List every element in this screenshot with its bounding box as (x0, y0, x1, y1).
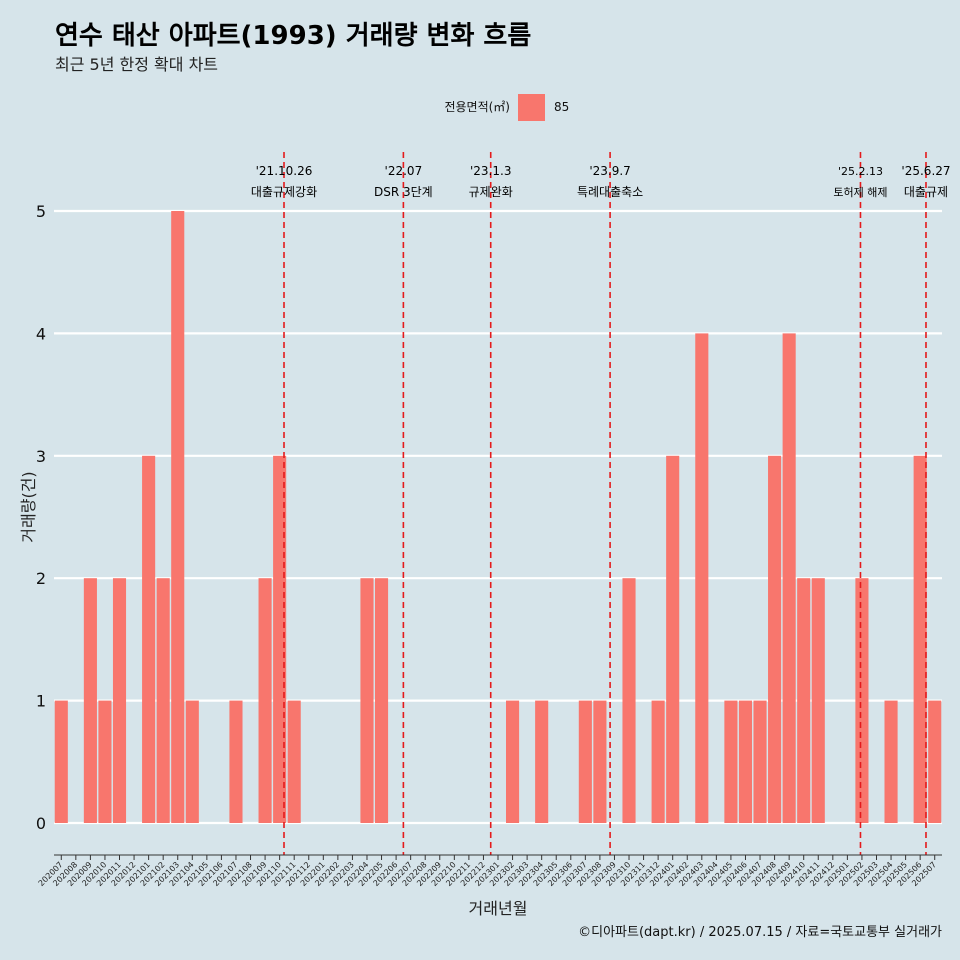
bar-202403 (695, 333, 709, 823)
y-tick-label-5: 5 (36, 202, 46, 221)
bar-202504 (884, 700, 898, 823)
event-label-2: DSR 3단계 (374, 185, 433, 199)
legend-label: 85 (554, 100, 569, 114)
event-label-4: 특례대출축소 (577, 185, 643, 199)
bar-layer (54, 211, 942, 823)
bar-202502 (855, 578, 869, 823)
bar-202406 (738, 700, 753, 823)
bar-202409 (782, 333, 796, 823)
event-date-5: '25.2.13 (838, 165, 883, 178)
bar-202104 (185, 700, 199, 823)
bar-202312 (651, 700, 665, 823)
bar-202101 (142, 455, 156, 823)
event-date-1: '21.10.26 (256, 164, 313, 178)
bar-202405 (724, 700, 738, 823)
bar-202007 (54, 700, 68, 823)
event-date-2: '22.07 (385, 164, 423, 178)
caption: ©디아파트(dapt.kr) / 2025.07.15 / 자료=국토교통부 실… (578, 925, 942, 940)
event-label-1: 대출규제강화 (251, 185, 317, 199)
chart-subtitle: 최근 5년 한정 확대 차트 (55, 55, 218, 74)
event-label-3: 규제완화 (469, 185, 513, 199)
bar-202411 (811, 578, 825, 823)
event-date-3: '23.1.3 (470, 164, 511, 178)
bar-202302 (506, 700, 520, 823)
legend-swatch (518, 94, 545, 121)
bar-202506 (913, 455, 927, 823)
bar-202410 (797, 578, 811, 823)
y-tick-label-4: 4 (36, 324, 46, 343)
bar-202308 (593, 700, 607, 823)
event-label-6: 대출규제 (904, 185, 948, 199)
y-tick-label-3: 3 (36, 447, 46, 466)
x-axis-title: 거래년월 (469, 899, 528, 918)
bar-202407 (753, 700, 767, 823)
bar-202010 (98, 700, 112, 823)
bar-202009 (83, 578, 97, 823)
bar-202401 (666, 455, 680, 823)
event-date-6: '25.6.27 (901, 164, 950, 178)
bar-202110 (273, 455, 287, 823)
event-layer: '21.10.26 대출규제강화 '22.07 DSR 3단계 '23.1.3 규제완화 '… (251, 152, 951, 855)
bar-202103 (171, 211, 185, 823)
bar-202102 (156, 578, 170, 823)
bar-202507 (928, 700, 942, 823)
bar-202304 (535, 700, 549, 823)
bar-202109 (258, 578, 272, 823)
y-tick-label-2: 2 (36, 569, 46, 588)
legend-title: 전용면적(㎡) (444, 100, 510, 114)
bar-202310 (622, 578, 636, 823)
chart-title: 연수 태산 아파트(1993) 거래량 변화 흐름 (55, 21, 531, 51)
y-tick-label-0: 0 (36, 814, 46, 833)
bar-202204 (360, 578, 374, 823)
y-tick-label-1: 1 (36, 692, 46, 711)
bar-202111 (287, 700, 301, 823)
bar-202307 (578, 700, 592, 823)
event-date-4: '23.9.7 (589, 164, 630, 178)
bar-202408 (768, 455, 782, 823)
bar-202011 (112, 578, 127, 823)
event-label-5: 토허제 해제 (833, 185, 887, 199)
y-axis-title: 거래량(건) (19, 471, 38, 542)
bar-202205 (374, 578, 389, 823)
bar-202107 (229, 700, 243, 823)
